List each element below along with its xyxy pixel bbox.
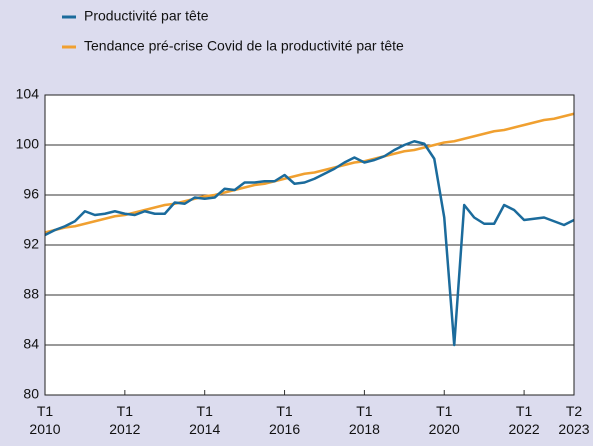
x-tick-label: T1 2016 bbox=[268, 403, 301, 437]
plot-border bbox=[44, 94, 575, 396]
y-tick-label: 96 bbox=[23, 186, 39, 202]
series-line bbox=[44, 112, 575, 234]
y-tick-label: 88 bbox=[23, 286, 39, 302]
legend-label: Productivité par tête bbox=[84, 8, 209, 24]
x-tick-label: T1 2020 bbox=[428, 403, 460, 437]
x-tick-label: T1 2012 bbox=[109, 403, 141, 437]
series-line bbox=[44, 140, 575, 347]
x-tick-label: T2 2023 bbox=[558, 403, 590, 437]
legend-label: Tendance pré-crise Covid de la productiv… bbox=[84, 38, 404, 54]
x-tick-label: T1 2018 bbox=[348, 403, 380, 437]
x-tick-label: T1 2022 bbox=[508, 403, 540, 437]
y-tick-label: 104 bbox=[16, 86, 40, 102]
x-tick-label: T1 2014 bbox=[189, 403, 221, 437]
y-tick-label: 80 bbox=[23, 386, 39, 402]
y-tick-label: 92 bbox=[23, 236, 39, 252]
x-tick-label: T1 2010 bbox=[29, 403, 61, 437]
y-tick-label: 84 bbox=[23, 336, 39, 352]
y-tick-label: 100 bbox=[16, 136, 40, 152]
